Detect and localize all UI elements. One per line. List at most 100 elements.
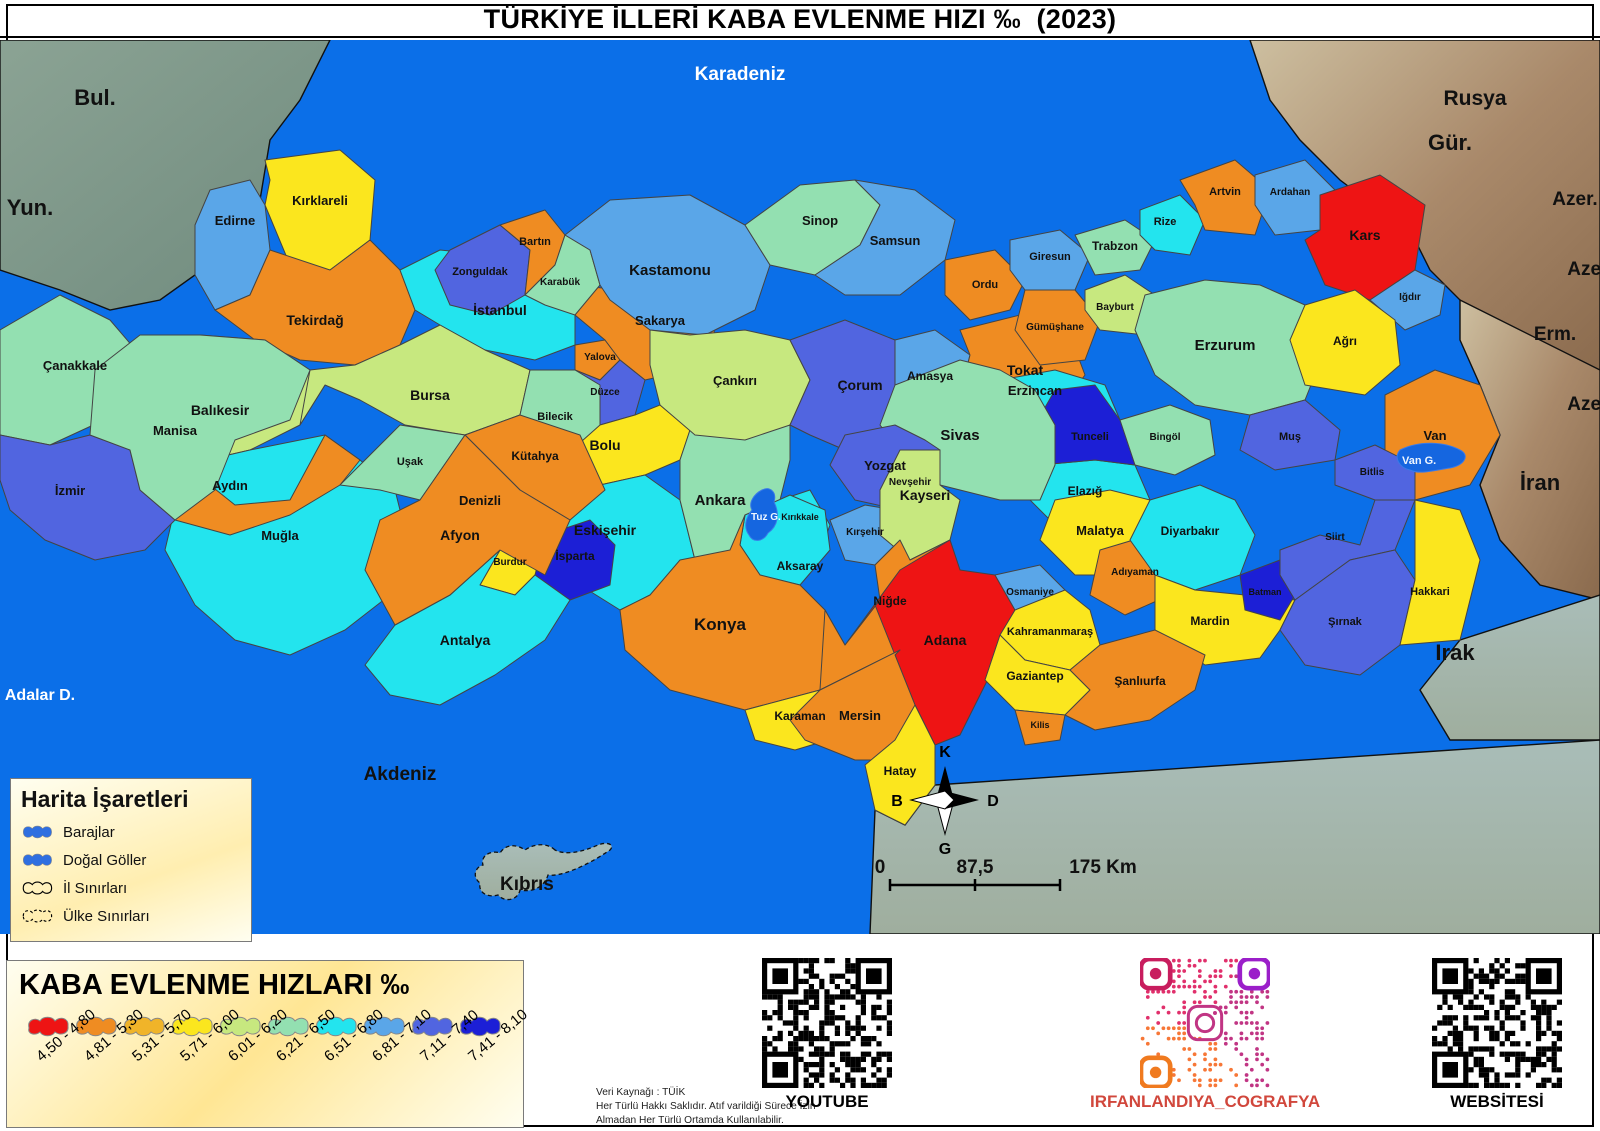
svg-text:Hatay: Hatay [884, 764, 917, 778]
svg-text:Iğdır: Iğdır [1399, 292, 1421, 303]
svg-text:Antalya: Antalya [440, 632, 491, 648]
svg-text:Gür.: Gür. [1428, 130, 1472, 155]
svg-text:Rusya: Rusya [1443, 87, 1506, 110]
svg-text:Artvin: Artvin [1209, 186, 1241, 198]
svg-text:Aksaray: Aksaray [777, 559, 824, 573]
svg-text:Gaziantep: Gaziantep [1006, 669, 1063, 683]
svg-text:Tekirdağ: Tekirdağ [286, 312, 343, 328]
svg-text:Kırşehir: Kırşehir [846, 527, 884, 538]
svg-text:Akdeniz: Akdeniz [364, 764, 437, 785]
svg-text:Adalar D.: Adalar D. [5, 687, 75, 704]
svg-text:Bingöl: Bingöl [1149, 432, 1180, 443]
svg-text:Ankara: Ankara [695, 492, 747, 509]
svg-text:İsparta: İsparta [555, 548, 595, 563]
svg-text:Erzurum: Erzurum [1195, 337, 1256, 354]
svg-text:İstanbul: İstanbul [473, 302, 527, 318]
svg-text:Balıkesir: Balıkesir [191, 402, 250, 418]
svg-text:Düzce: Düzce [590, 387, 620, 398]
svg-text:Karadeniz: Karadeniz [695, 64, 786, 85]
svg-text:Azer.: Azer. [1552, 189, 1597, 210]
svg-text:Diyarbakır: Diyarbakır [1161, 524, 1220, 538]
svg-text:Mardin: Mardin [1190, 614, 1229, 628]
svg-text:Muş: Muş [1279, 431, 1301, 443]
svg-text:Bul.: Bul. [74, 85, 116, 110]
svg-text:0: 0 [875, 857, 886, 878]
svg-text:Sivas: Sivas [940, 427, 979, 444]
svg-text:Mersin: Mersin [839, 708, 881, 723]
svg-text:Tuz G.: Tuz G. [751, 512, 781, 523]
svg-text:Çorum: Çorum [837, 377, 882, 393]
svg-text:Van G.: Van G. [1402, 455, 1436, 467]
svg-text:G: G [939, 841, 951, 858]
svg-text:Afyon: Afyon [440, 527, 480, 543]
svg-text:Ağrı: Ağrı [1333, 334, 1357, 348]
svg-text:Azer.: Azer. [1567, 394, 1600, 415]
svg-text:Bursa: Bursa [410, 387, 450, 403]
svg-text:Ardahan: Ardahan [1270, 187, 1311, 198]
svg-text:Samsun: Samsun [870, 233, 921, 248]
svg-text:Burdur: Burdur [493, 557, 526, 568]
svg-text:Kayseri: Kayseri [900, 487, 951, 503]
svg-text:Hakkari: Hakkari [1410, 586, 1450, 598]
svg-text:Muğla: Muğla [261, 528, 299, 543]
svg-text:B: B [891, 793, 903, 810]
svg-text:Sinop: Sinop [802, 213, 838, 228]
svg-text:Tunceli: Tunceli [1071, 431, 1109, 443]
svg-text:Bartın: Bartın [519, 236, 551, 248]
svg-text:Yozgat: Yozgat [864, 458, 906, 473]
svg-text:İran: İran [1520, 470, 1560, 495]
svg-text:Batman: Batman [1248, 587, 1281, 597]
svg-text:Kütahya: Kütahya [511, 449, 559, 463]
svg-text:Adıyaman: Adıyaman [1111, 567, 1159, 578]
svg-text:Sakarya: Sakarya [635, 313, 686, 328]
svg-text:Adana: Adana [924, 632, 967, 648]
svg-text:Malatya: Malatya [1076, 523, 1124, 538]
svg-text:Erzincan: Erzincan [1008, 383, 1062, 398]
svg-text:Şanlıurfa: Şanlıurfa [1114, 674, 1166, 688]
svg-text:Ordu: Ordu [972, 279, 998, 291]
svg-text:Bilecik: Bilecik [537, 411, 573, 423]
svg-text:Amasya: Amasya [907, 369, 953, 383]
svg-text:Zonguldak: Zonguldak [452, 266, 508, 278]
svg-text:K: K [939, 744, 951, 761]
svg-text:Denizli: Denizli [459, 493, 501, 508]
svg-text:Irak: Irak [1435, 640, 1475, 665]
svg-text:Elazığ: Elazığ [1068, 484, 1103, 498]
svg-text:Bayburt: Bayburt [1096, 302, 1134, 313]
svg-text:Kıbrıs: Kıbrıs [500, 874, 554, 895]
svg-text:Bolu: Bolu [589, 437, 620, 453]
svg-text:Tokat: Tokat [1007, 362, 1044, 378]
svg-text:Karabük: Karabük [540, 277, 580, 288]
svg-text:Çanakkale: Çanakkale [43, 358, 107, 373]
svg-text:175 Km: 175 Km [1069, 857, 1137, 878]
svg-text:Kahramanmaraş: Kahramanmaraş [1007, 626, 1093, 638]
svg-text:Kastamonu: Kastamonu [629, 262, 711, 279]
svg-text:Giresun: Giresun [1029, 251, 1071, 263]
svg-text:Kilis: Kilis [1030, 720, 1049, 730]
svg-text:Bitlis: Bitlis [1360, 467, 1385, 478]
svg-text:Azer.: Azer. [1567, 259, 1600, 280]
svg-text:Şırnak: Şırnak [1328, 616, 1363, 628]
svg-text:Uşak: Uşak [397, 456, 424, 468]
svg-text:Van: Van [1423, 428, 1446, 443]
svg-text:Osmaniye: Osmaniye [1006, 587, 1054, 598]
svg-text:Kars: Kars [1349, 227, 1380, 243]
svg-text:Gümüşhane: Gümüşhane [1026, 322, 1084, 333]
svg-text:Niğde: Niğde [873, 594, 907, 608]
svg-text:87,5: 87,5 [957, 857, 994, 878]
svg-text:Kırıkkale: Kırıkkale [781, 512, 819, 522]
svg-text:Çankırı: Çankırı [713, 373, 757, 388]
svg-text:Edirne: Edirne [215, 213, 255, 228]
svg-text:Karaman: Karaman [774, 709, 825, 723]
svg-text:D: D [987, 793, 999, 810]
svg-text:Yalova: Yalova [584, 352, 616, 363]
svg-text:Yun.: Yun. [7, 195, 53, 220]
svg-text:İzmir: İzmir [55, 483, 85, 498]
svg-text:Aydın: Aydın [212, 478, 248, 493]
svg-text:Rize: Rize [1154, 216, 1177, 228]
svg-text:Siirt: Siirt [1325, 532, 1345, 543]
svg-text:Trabzon: Trabzon [1092, 239, 1138, 253]
svg-text:Manisa: Manisa [153, 423, 198, 438]
svg-text:Konya: Konya [694, 615, 747, 634]
svg-text:Kırklareli: Kırklareli [292, 193, 348, 208]
